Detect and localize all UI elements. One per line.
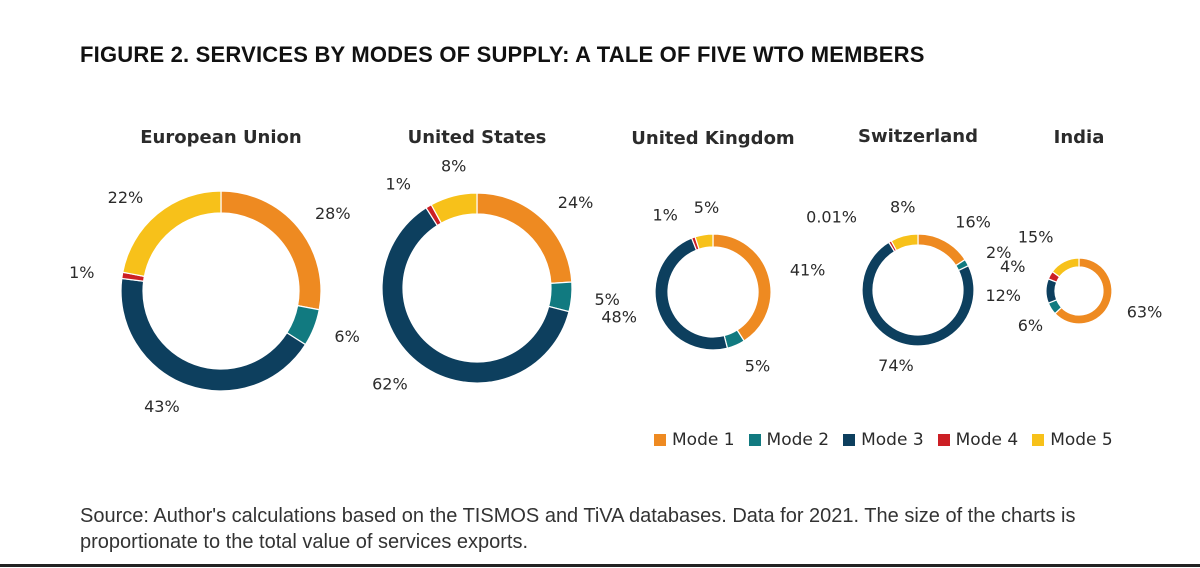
legend-label-mode-5: Mode 5 [1050, 430, 1113, 450]
data-label-european-union-mode-4: 1% [69, 263, 94, 282]
legend-item-mode-1: Mode 1 [654, 430, 735, 450]
slice-european-union-mode-5 [122, 190, 222, 278]
legend-swatch-mode-5 [1032, 434, 1045, 446]
legend: Mode 1 Mode 2 Mode 3 Mode 4 Mode 5 [654, 430, 1113, 450]
legend-swatch-mode-1 [654, 434, 666, 446]
data-label-switzerland-mode-5: 8% [890, 197, 915, 216]
legend-item-mode-2: Mode 2 [748, 430, 830, 450]
donut-european-union: European Union 28% 6% 43% 1% 22% [69, 127, 360, 416]
slice-united-kingdom-mode-3 [654, 237, 729, 351]
slice-india-mode-3 [1045, 278, 1058, 304]
legend-label-mode-3: Mode 3 [861, 430, 924, 450]
slice-switzerland-mode-1 [917, 233, 966, 267]
data-label-united-kingdom-mode-4: 1% [653, 206, 678, 225]
data-label-european-union-mode-3: 43% [144, 397, 180, 416]
slice-european-union-mode-1 [220, 190, 322, 311]
donut-united-states: United States 24% 5% 62% 1% 8% [372, 127, 620, 393]
data-label-switzerland-mode-3: 74% [878, 356, 914, 375]
data-label-european-union-mode-1: 28% [315, 204, 351, 223]
legend-swatch-mode-4 [937, 434, 950, 446]
legend-item-mode-4: Mode 4 [937, 430, 1019, 450]
donut-switzerland: Switzerland 16% 2% 74% 0.01% 8% [806, 126, 1011, 375]
data-label-united-kingdom-mode-3: 48% [601, 308, 637, 327]
slice-united-states-mode-5 [430, 192, 478, 224]
slice-united-states-mode-3 [381, 206, 570, 384]
data-label-united-states-mode-4: 1% [386, 174, 411, 193]
source-note: Source: Author's calculations based on t… [80, 505, 1076, 553]
data-label-switzerland-mode-2: 2% [986, 243, 1011, 262]
chart-title-india: India [1054, 127, 1105, 148]
data-label-switzerland-mode-4: 0.01% [806, 207, 857, 226]
slice-european-union-mode-3 [120, 277, 307, 392]
legend-swatch-mode-3 [843, 434, 856, 446]
data-label-united-states-mode-5: 8% [441, 157, 466, 176]
data-label-european-union-mode-5: 22% [108, 188, 144, 207]
data-label-india-mode-5: 15% [1018, 228, 1054, 247]
data-label-india-mode-1: 63% [1127, 303, 1163, 322]
data-label-united-kingdom-mode-2: 5% [745, 356, 770, 375]
slice-india-mode-5 [1051, 257, 1080, 278]
legend-item-mode-3: Mode 3 [843, 430, 924, 450]
data-label-united-kingdom-mode-5: 5% [694, 198, 719, 217]
data-label-switzerland-mode-1: 16% [955, 212, 991, 231]
data-label-european-union-mode-2: 6% [334, 327, 359, 346]
chart-title-switzerland: Switzerland [858, 126, 978, 147]
slice-united-kingdom-mode-1 [712, 233, 772, 342]
data-label-india-mode-3: 12% [985, 286, 1021, 305]
data-label-india-mode-4: 4% [1000, 257, 1025, 276]
chart-title-united-kingdom: United Kingdom [631, 128, 794, 149]
legend-label-mode-2: Mode 2 [766, 430, 830, 450]
data-label-india-mode-2: 6% [1018, 316, 1043, 335]
chart-title-european-union: European Union [140, 127, 301, 148]
slice-united-kingdom-mode-5 [694, 233, 714, 250]
donut-united-kingdom: United Kingdom 41% 5% 48% 1% 5% [601, 128, 825, 375]
data-label-united-states-mode-2: 5% [594, 290, 619, 309]
donut-india: India 63% 6% 12% 4% 15% [985, 127, 1162, 335]
legend-label-mode-1: Mode 1 [672, 430, 735, 450]
donut-charts: European Union 28% 6% 43% 1% 22% United States… [69, 126, 1162, 416]
legend-item-mode-5: Mode 5 [1032, 430, 1113, 450]
legend-label-mode-4: Mode 4 [955, 430, 1019, 450]
bottom-rule [0, 564, 1200, 567]
data-label-united-states-mode-1: 24% [558, 193, 594, 212]
legend-swatch-mode-2 [748, 434, 761, 446]
data-label-united-kingdom-mode-1: 41% [790, 261, 826, 280]
data-label-united-states-mode-3: 62% [372, 374, 408, 393]
chart-title-united-states: United States [408, 127, 547, 148]
slice-switzerland-mode-5 [890, 233, 919, 252]
figure-title: FIGURE 2. SERVICES BY MODES OF SUPPLY: A… [80, 42, 925, 67]
